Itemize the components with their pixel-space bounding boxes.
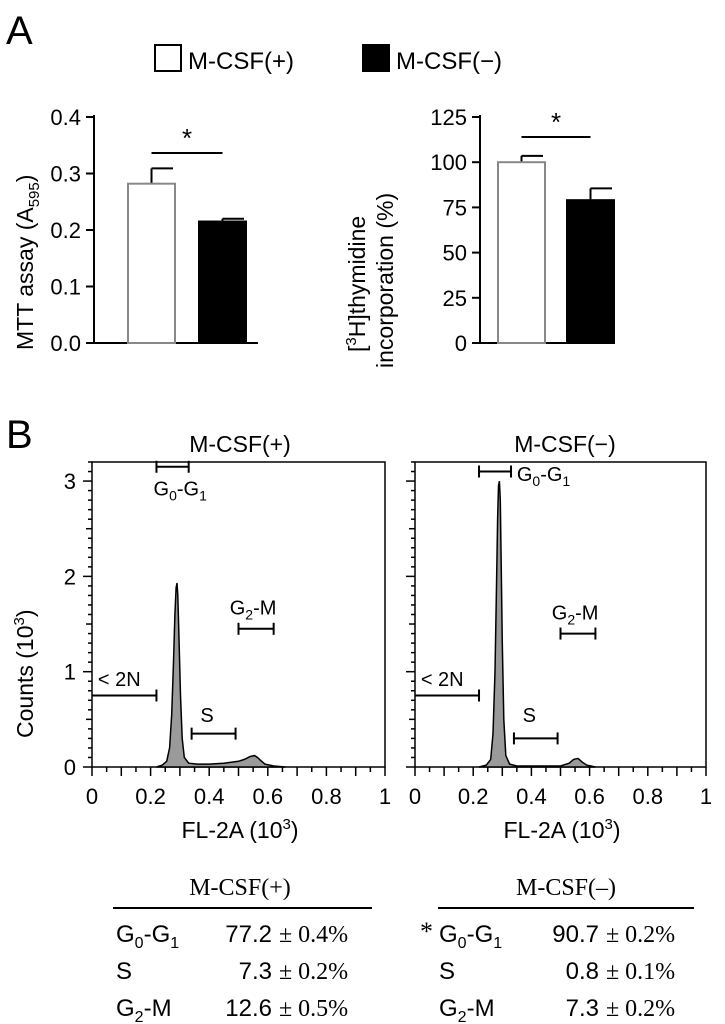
hist-minus-histogram-area (478, 480, 596, 768)
mtt-significance-star: * (182, 123, 192, 153)
histogram-minus: M-CSF(−) FL-2A (103) 0 0.2 0.4 0.6 0.8 1 G0-G1… (406, 431, 712, 843)
table-minus-row-error: ± 0.1% (606, 959, 675, 985)
histogram-minus-x-axis-label: FL-2A (103) (503, 816, 620, 843)
histogram-y-axis-label: Counts (103) (11, 609, 38, 738)
hist-minus-gate-label: G2-M (552, 602, 599, 627)
histogram-minus-title: M-CSF(−) (514, 431, 616, 457)
hist-minus-x-tick-label: 0 (409, 784, 421, 809)
hist-plus-y-tick-label: 1 (64, 660, 76, 685)
thymidine-y-tick-label: 0 (455, 331, 467, 356)
table-minus-row-error: ± 0.2% (606, 996, 675, 1022)
table-minus-row-phase: S (439, 958, 455, 985)
hist-minus-gate-label: G0-G1 (517, 464, 571, 489)
hist-plus-y-tick-label: 0 (64, 755, 76, 780)
mtt-y-tick-label: 0.0 (50, 331, 81, 356)
hist-plus-y-tick-label: 3 (64, 469, 76, 494)
table-minus-significance-marker: * (420, 917, 433, 946)
hist-plus-x-tick-label: 0.6 (253, 784, 284, 809)
table-plus-row-phase: G2-M (116, 995, 172, 1024)
thymidine-bar-minus (566, 199, 615, 344)
table-plus-title: M-CSF(+) (189, 875, 291, 901)
thymidine-y-tick-label: 25 (443, 286, 467, 311)
hist-plus-gate-label: G0-G1 (154, 478, 208, 503)
hist-minus-x-tick-label: 0.6 (574, 784, 605, 809)
mtt-y-tick-label: 0.3 (50, 162, 81, 187)
thymidine-bar-chart: [3H]thymidine incorporation (%) 0 25 50 75 1… (343, 105, 615, 368)
thymidine-bar-plus (497, 161, 546, 344)
mtt-bar-minus (198, 220, 247, 344)
hist-plus-x-tick-label: 0.4 (194, 784, 225, 809)
hist-plus-x-tick-label: 0 (86, 784, 98, 809)
thymidine-y-axis-label-line2: incorporation (%) (372, 193, 398, 368)
phase-table-plus: M-CSF(+) G0-G1 77.2 ± 0.4% S 7.3 ± 0.2% G2-M 12… (113, 875, 372, 1024)
histogram-plus-title: M-CSF(+) (189, 431, 291, 457)
hist-minus-gate-label: S (523, 705, 536, 727)
legend-label-minus: M-CSF(−) (396, 48, 502, 75)
hist-minus-gate-label: < 2N (421, 669, 464, 691)
table-plus-row-value: 12.6 (225, 995, 272, 1022)
hist-plus-gate-label: < 2N (98, 669, 141, 691)
hist-minus-x-tick-label: 0.8 (633, 784, 664, 809)
legend: M-CSF(+) M-CSF(−) (154, 44, 502, 75)
hist-minus-x-tick-label: 0.2 (458, 784, 489, 809)
thymidine-significance-star: * (551, 107, 561, 137)
thymidine-y-tick-label: 125 (430, 105, 467, 130)
hist-plus-x-tick-label: 1 (379, 784, 391, 809)
histogram-plus-x-axis-label: FL-2A (103) (181, 816, 298, 843)
table-minus-row-phase: G0-G1 (439, 921, 502, 952)
table-plus-row-error: ± 0.5% (279, 996, 348, 1022)
legend-swatch-plus (154, 44, 182, 72)
hist-minus-x-tick-label: 1 (700, 784, 712, 809)
thymidine-y-tick-label: 100 (430, 150, 467, 175)
table-plus-row-error: ± 0.2% (279, 959, 348, 985)
phase-table-minus: M-CSF(–) * G0-G1 90.7 ± 0.2% S 0.8 ± 0.1% G2-M… (420, 875, 694, 1024)
hist-plus-y-tick-label: 2 (64, 564, 76, 589)
table-plus-row-phase: S (116, 958, 132, 985)
hist-plus-gate-label: S (200, 705, 213, 727)
mtt-y-tick-label: 0.4 (50, 105, 81, 130)
hist-plus-gate-label: G2-M (230, 598, 277, 623)
table-plus-row-phase: G0-G1 (116, 921, 179, 952)
table-minus-row-error: ± 0.2% (606, 922, 675, 948)
table-minus-title: M-CSF(–) (516, 875, 616, 901)
hist-plus-x-tick-label: 0.2 (135, 784, 166, 809)
table-minus-row-phase: G2-M (439, 995, 495, 1024)
thymidine-y-tick-label: 50 (443, 241, 467, 266)
table-plus-row-value: 7.3 (239, 958, 272, 985)
mtt-y-axis-label: MTT assay (A595) (12, 175, 43, 350)
mtt-y-tick-label: 0.1 (50, 275, 81, 300)
thymidine-y-axis-label-line1: [3H]thymidine (343, 216, 370, 352)
mtt-bar-plus (127, 182, 176, 344)
table-plus-row-error: ± 0.4% (279, 922, 348, 948)
hist-plus-histogram-area (156, 582, 286, 768)
table-minus-row-value: 7.3 (566, 995, 599, 1022)
hist-minus-x-tick-label: 0.4 (516, 784, 547, 809)
table-minus-row-value: 90.7 (552, 921, 599, 948)
legend-label-plus: M-CSF(+) (188, 48, 294, 75)
thymidine-y-tick-label: 75 (443, 195, 467, 220)
table-minus-row-value: 0.8 (566, 958, 599, 985)
mtt-y-tick-label: 0.2 (50, 218, 81, 243)
histogram-plus: M-CSF(+) Counts (103) FL-2A (103) 0 0.2 0.… (11, 431, 391, 843)
table-plus-row-value: 77.2 (225, 921, 272, 948)
panel-label-b: B (6, 413, 33, 457)
panel-label-a: A (6, 9, 33, 53)
mtt-bar-chart: MTT assay (A595) 0.0 0.1 0.2 0.3 0.4 * (12, 105, 258, 356)
legend-swatch-minus (362, 44, 390, 72)
hist-plus-x-tick-label: 0.8 (311, 784, 342, 809)
